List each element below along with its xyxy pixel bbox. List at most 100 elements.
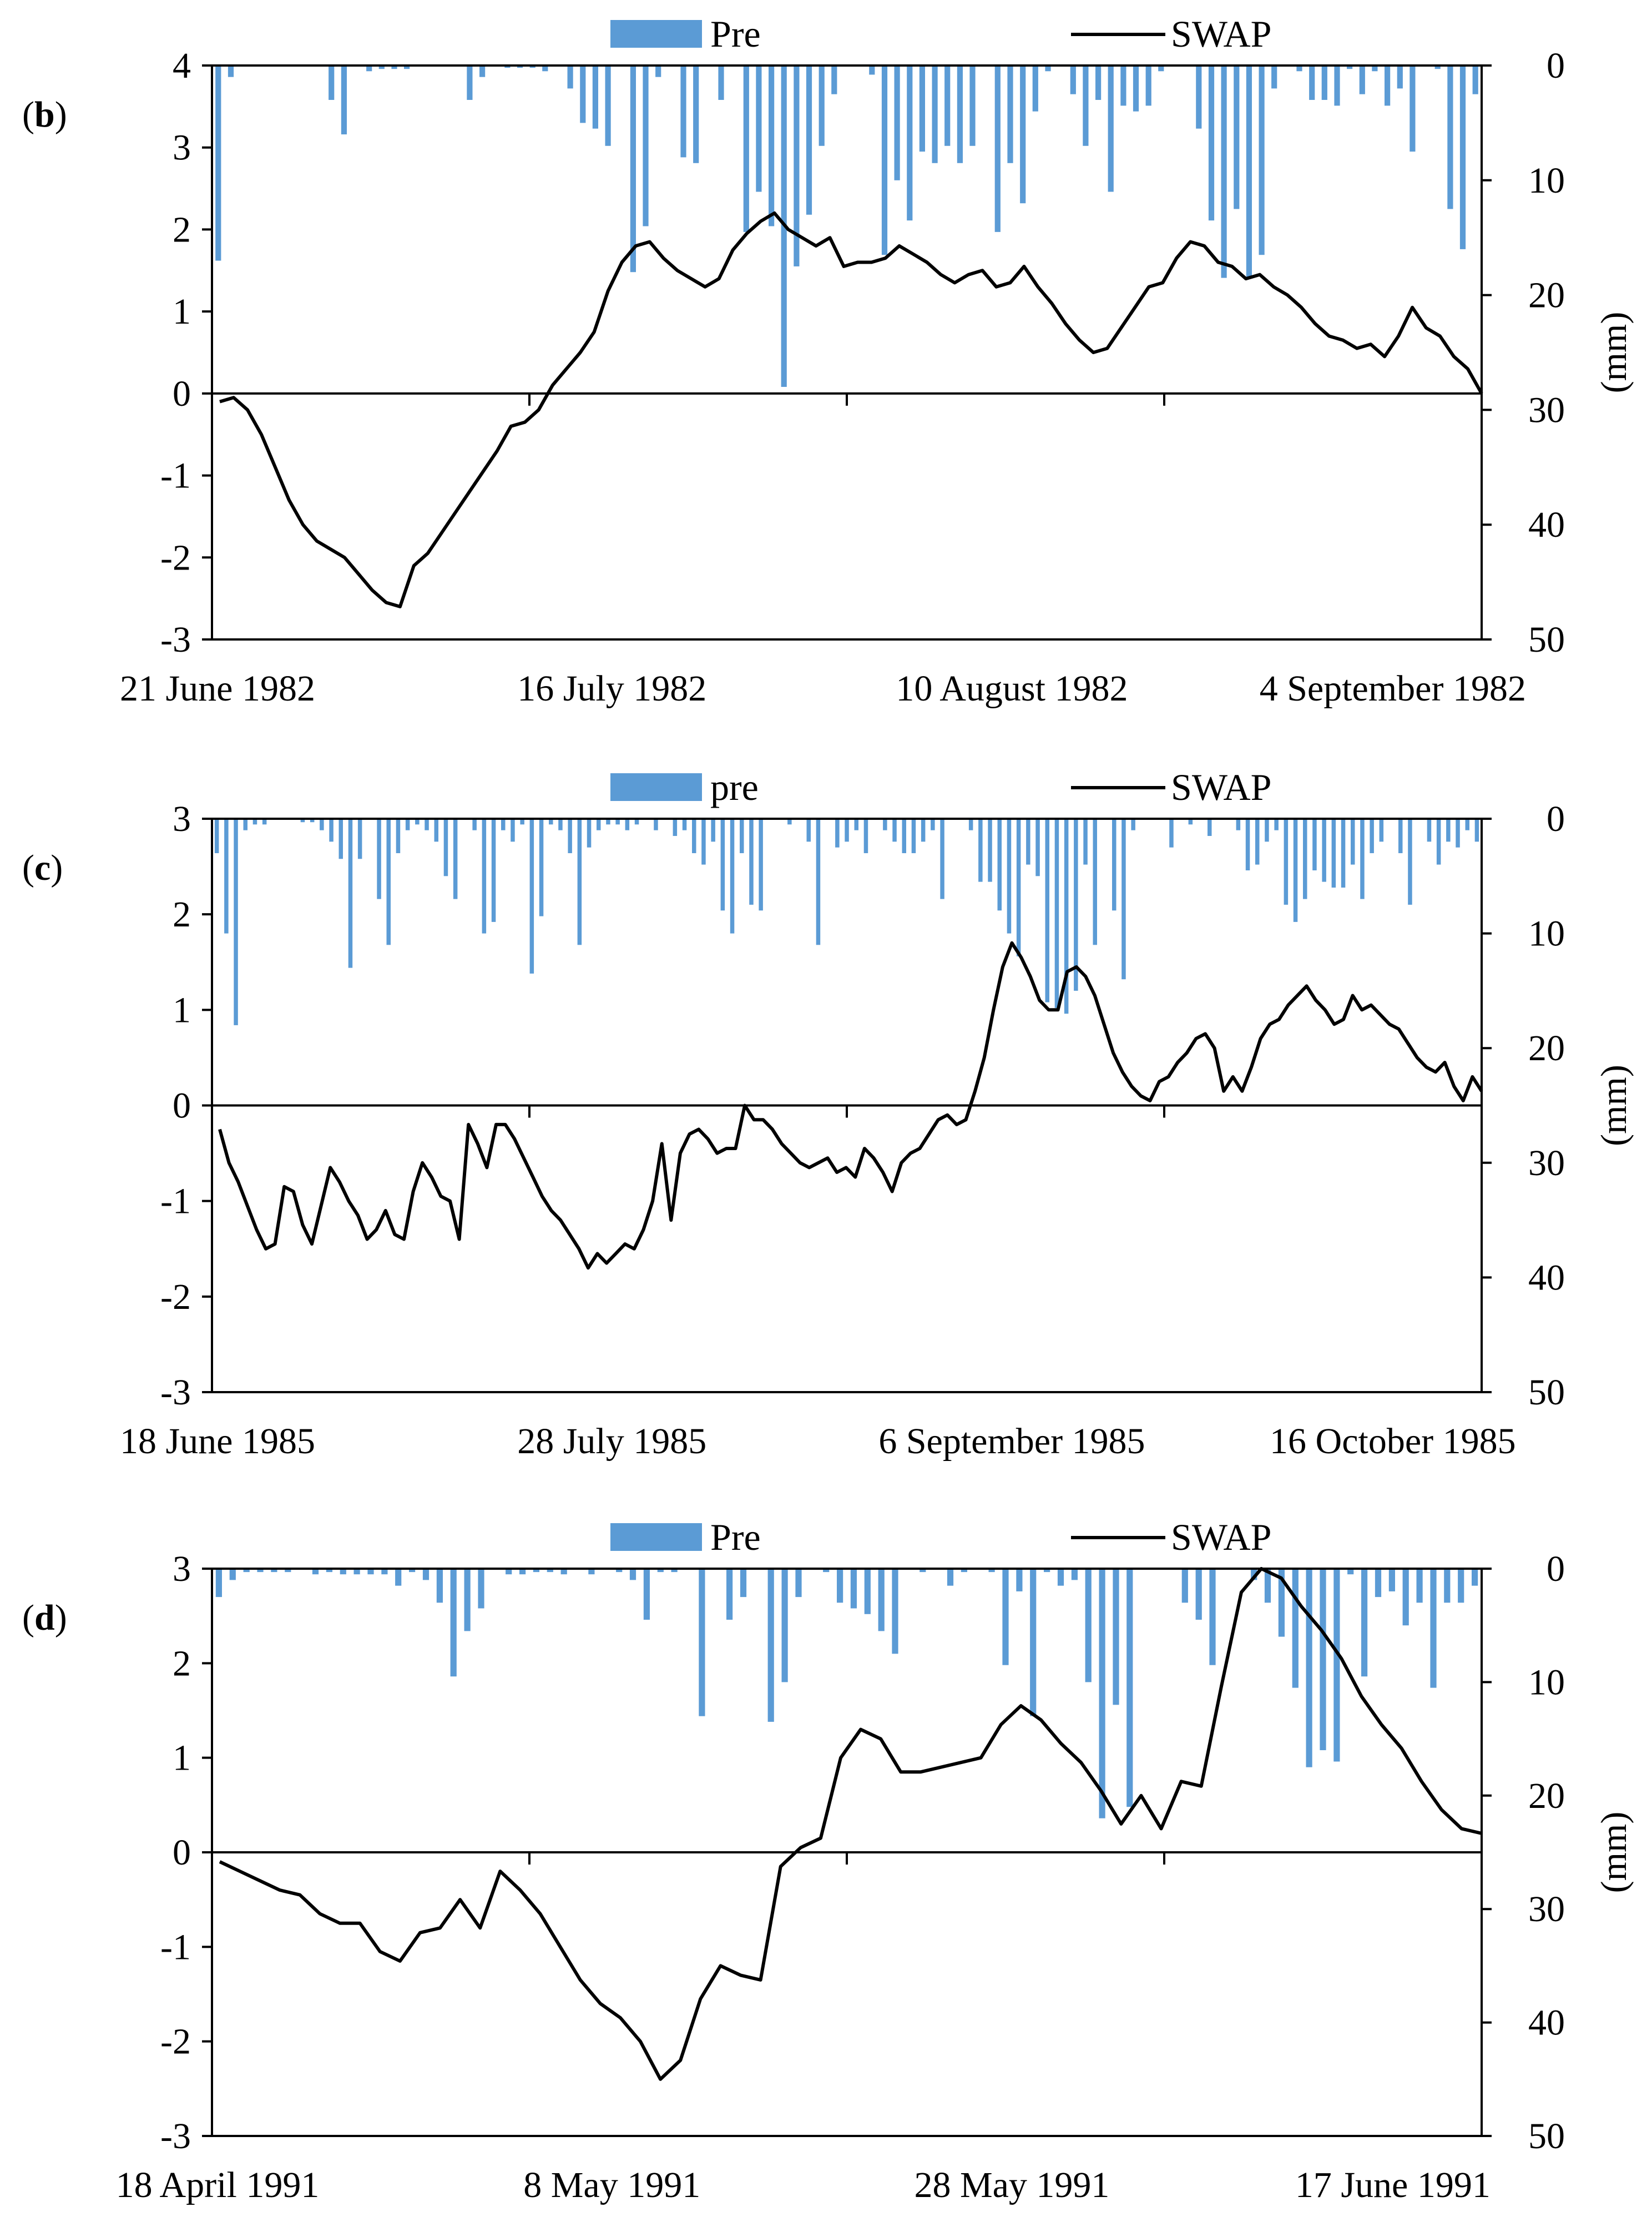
precip-bar <box>616 1569 623 1573</box>
precip-bar <box>539 819 544 916</box>
precip-bar <box>1458 1569 1464 1603</box>
precip-bar <box>1044 1569 1050 1573</box>
precip-bar <box>854 819 858 830</box>
precip-bar <box>944 65 951 146</box>
y-right-tick-label: 40 <box>1528 505 1565 545</box>
precip-bar <box>883 819 887 830</box>
precip-bar <box>787 819 792 825</box>
y-right-tick-label: 10 <box>1528 1662 1565 1702</box>
precip-bar <box>1026 819 1030 865</box>
precip-bar <box>1020 65 1026 204</box>
precip-bar <box>450 1569 457 1677</box>
swap-line <box>219 211 1483 608</box>
y-left-tick-label: 2 <box>173 894 191 935</box>
precip-bar <box>1209 1569 1216 1665</box>
precip-bar <box>472 819 477 830</box>
precip-bar <box>479 65 486 77</box>
precip-bar <box>1071 1569 1078 1580</box>
precip-bar <box>1120 65 1126 106</box>
precip-bar <box>1388 1569 1395 1591</box>
precip-bar <box>1070 65 1076 94</box>
y-left-tick-label: 1 <box>173 291 191 332</box>
precip-bar <box>1074 819 1078 991</box>
precip-bar <box>921 819 926 842</box>
y-right-tick-label: 20 <box>1528 275 1565 316</box>
precip-bar <box>759 819 763 911</box>
precip-bar <box>312 1569 319 1575</box>
precip-bar <box>907 65 913 221</box>
precip-bar <box>1322 819 1326 882</box>
precip-bar <box>1398 819 1403 853</box>
precip-bar <box>680 65 686 158</box>
precip-bar <box>1032 65 1038 112</box>
precip-bar <box>749 819 754 905</box>
precip-bar <box>467 65 473 100</box>
precip-bar <box>1274 819 1279 830</box>
precip-bar <box>409 1569 416 1573</box>
precip-bar <box>957 65 963 163</box>
precip-bar <box>404 65 410 69</box>
precip-bar <box>453 819 458 899</box>
precip-bar <box>940 819 944 899</box>
precip-bar <box>1169 819 1174 848</box>
precip-bar <box>1188 819 1193 825</box>
precip-bar <box>988 819 992 882</box>
y-left-tick-label: 0 <box>173 1832 191 1873</box>
y-left-tick-label: -2 <box>160 537 191 578</box>
precip-bar <box>229 1569 236 1580</box>
y-right-tick-label: 10 <box>1528 914 1565 954</box>
legend-bar-label: Pre <box>710 13 761 55</box>
precip-bar <box>795 1569 802 1598</box>
precip-bar <box>988 1569 995 1573</box>
precip-bar <box>234 819 238 1025</box>
precip-bar <box>341 65 347 135</box>
precip-bar <box>720 819 725 911</box>
precip-bar <box>692 819 696 853</box>
precip-bar <box>1430 1569 1437 1688</box>
precip-bar <box>625 819 630 830</box>
precip-bar <box>568 819 572 853</box>
precip-bar <box>845 819 849 842</box>
precip-bar <box>1293 819 1298 922</box>
precip-bar <box>367 1569 374 1575</box>
precip-bar <box>643 1569 650 1620</box>
precip-bar <box>1402 1569 1409 1626</box>
y-right-tick-label: 50 <box>1528 619 1565 660</box>
precip-bar <box>1271 65 1277 89</box>
y-right-tick-label: 30 <box>1528 1889 1565 1929</box>
precip-bar <box>396 819 401 853</box>
precip-bar <box>881 65 888 255</box>
y-right-tick-label: 40 <box>1528 1257 1565 1298</box>
precip-bar <box>1292 1569 1299 1688</box>
precip-bar <box>1427 819 1432 842</box>
precip-bar <box>592 65 598 129</box>
precip-bar <box>1347 1569 1354 1575</box>
y-left-tick-label: 0 <box>173 1086 191 1126</box>
precip-bar <box>919 65 925 152</box>
precip-bar <box>353 1569 360 1575</box>
y-right-tick-label: 10 <box>1528 160 1565 201</box>
y-right-tick-label: 30 <box>1528 390 1565 430</box>
precip-bar <box>1333 1569 1340 1762</box>
swap-line <box>218 941 1483 1270</box>
precip-bar <box>1397 65 1403 89</box>
precip-bar <box>850 1569 857 1609</box>
precip-bar <box>655 65 661 77</box>
precip-bar <box>517 65 523 68</box>
precip-bar <box>819 65 825 146</box>
x-tick-label: 16 July 1982 <box>517 668 706 709</box>
precip-bar <box>443 819 448 876</box>
y-left-tick-label: -1 <box>160 1927 191 1967</box>
precip-bar <box>405 819 410 830</box>
precip-bar <box>1245 819 1250 870</box>
precip-bar <box>726 1569 733 1620</box>
precip-bar <box>1131 819 1135 830</box>
precip-bar <box>1030 1569 1037 1716</box>
precip-bar <box>588 1569 595 1575</box>
precip-bar <box>1408 819 1412 905</box>
precip-bar <box>542 65 548 72</box>
x-tick-label: 28 July 1985 <box>517 1421 706 1462</box>
precip-bar <box>478 1569 484 1609</box>
x-tick-label: 16 October 1985 <box>1270 1421 1516 1462</box>
precip-bar <box>1446 819 1451 842</box>
